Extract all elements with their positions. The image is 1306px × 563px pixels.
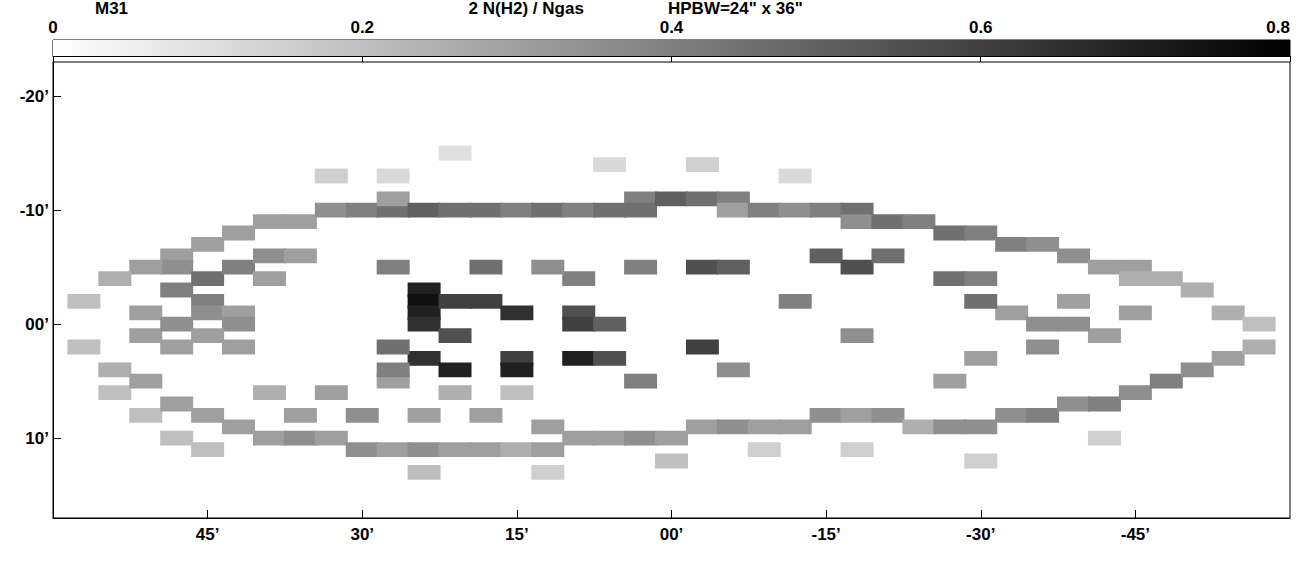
svg-text:0.8: 0.8	[1266, 18, 1290, 37]
svg-text:10’: 10’	[25, 429, 49, 448]
svg-text:HPBW=24" x 36": HPBW=24" x 36"	[668, 0, 803, 18]
svg-text:-45’: -45’	[1121, 525, 1150, 544]
svg-text:15’: 15’	[505, 525, 529, 544]
svg-text:2 N(H2) / Ngas: 2 N(H2) / Ngas	[469, 0, 584, 18]
svg-text:0.6: 0.6	[969, 18, 993, 37]
svg-text:30’: 30’	[350, 525, 374, 544]
svg-text:-20’: -20’	[20, 87, 49, 106]
svg-text:0.4: 0.4	[660, 18, 684, 37]
svg-text:0: 0	[48, 18, 57, 37]
svg-text:-10’: -10’	[20, 201, 49, 220]
svg-text:45’: 45’	[196, 525, 220, 544]
svg-text:M31: M31	[95, 0, 128, 18]
svg-text:0.2: 0.2	[350, 18, 374, 37]
svg-text:-30’: -30’	[966, 525, 995, 544]
svg-text:00’: 00’	[25, 315, 49, 334]
svg-text:00’: 00’	[660, 525, 684, 544]
svg-text:-15’: -15’	[811, 525, 840, 544]
